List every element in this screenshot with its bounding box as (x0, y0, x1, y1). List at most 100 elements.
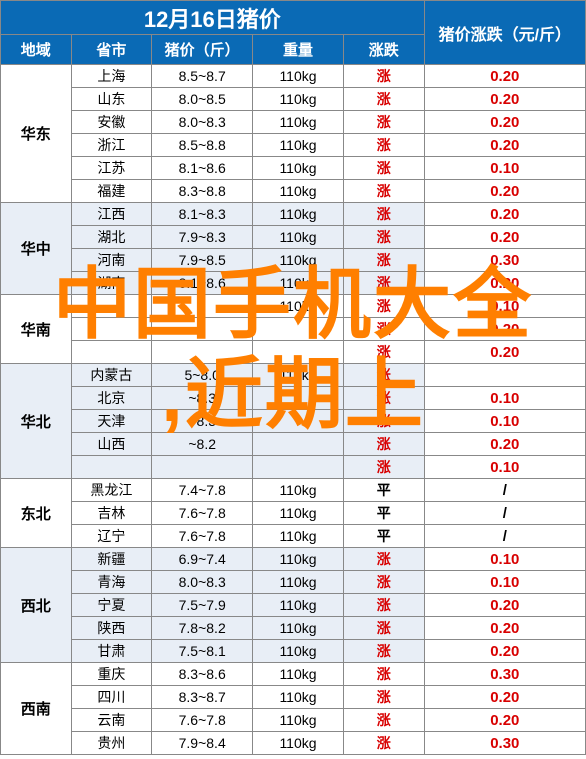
table-row: 涨0.10 (1, 456, 586, 479)
region-cell: 西南 (1, 663, 72, 755)
header-weight: 重量 (253, 35, 344, 65)
trend-cell: 涨 (343, 663, 424, 686)
province-cell (71, 456, 152, 479)
price-cell: 8.3~8.6 (152, 663, 253, 686)
trend-cell: 涨 (343, 709, 424, 732)
price-cell: 8.3~8.7 (152, 686, 253, 709)
header-price: 猪价（斤） (152, 35, 253, 65)
table-row: 涨0.20 (1, 318, 586, 341)
table-row: 东北黑龙江7.4~7.8110kg平/ (1, 479, 586, 502)
table-row: 湖北7.9~8.3110kg涨0.20 (1, 226, 586, 249)
table-row: 浙江8.5~8.8110kg涨0.20 (1, 134, 586, 157)
table-row: 河南7.9~8.5110kg涨0.30 (1, 249, 586, 272)
trend-cell: 涨 (343, 433, 424, 456)
change-cell: 0.20 (424, 180, 585, 203)
price-cell: 8.5~8.8 (152, 134, 253, 157)
weight-cell: 110kg (253, 134, 344, 157)
price-cell: 7.5~7.9 (152, 594, 253, 617)
table-row: 湖南8.1~8.6110kg涨0.20 (1, 272, 586, 295)
trend-cell: 涨 (343, 318, 424, 341)
price-cell: 8.0~8.3 (152, 111, 253, 134)
trend-cell: 涨 (343, 364, 424, 387)
change-cell: / (424, 525, 585, 548)
change-cell: 0.20 (424, 640, 585, 663)
province-cell: 河南 (71, 249, 152, 272)
trend-cell: 涨 (343, 571, 424, 594)
trend-cell: 涨 (343, 111, 424, 134)
header-province: 省市 (71, 35, 152, 65)
price-cell: ~8.3 (152, 410, 253, 433)
change-cell: / (424, 502, 585, 525)
weight-cell: 110kg (253, 709, 344, 732)
trend-cell: 涨 (343, 88, 424, 111)
trend-cell: 平 (343, 525, 424, 548)
province-cell (71, 341, 152, 364)
region-cell: 东北 (1, 479, 72, 548)
table-row: 华中江西8.1~8.3110kg涨0.20 (1, 203, 586, 226)
region-cell: 华北 (1, 364, 72, 479)
change-cell: 0.20 (424, 709, 585, 732)
weight-cell (253, 341, 344, 364)
price-cell: 8.5~8.7 (152, 65, 253, 88)
table-row: 华北内蒙古5~8.0110kg涨 (1, 364, 586, 387)
table-row: 西北新疆6.9~7.4110kg涨0.10 (1, 548, 586, 571)
trend-cell: 涨 (343, 686, 424, 709)
weight-cell (253, 387, 344, 410)
weight-cell: 110kg (253, 686, 344, 709)
price-cell: 5~8.0 (152, 364, 253, 387)
price-cell: 8.3~8.8 (152, 180, 253, 203)
province-cell: 四川 (71, 686, 152, 709)
province-cell: 辽宁 (71, 525, 152, 548)
table-row: 华东上海8.5~8.7110kg涨0.20 (1, 65, 586, 88)
pork-price-table: 12月16日猪价 猪价涨跌（元/斤） 地域 省市 猪价（斤） 重量 涨跌 华东上… (0, 0, 586, 755)
price-cell: 7.8~8.2 (152, 617, 253, 640)
weight-cell: 110kg (253, 272, 344, 295)
trend-cell: 涨 (343, 594, 424, 617)
trend-cell: 涨 (343, 456, 424, 479)
change-cell: 0.20 (424, 686, 585, 709)
price-cell: 8.0~8.5 (152, 88, 253, 111)
price-cell: 7.9~8.3 (152, 226, 253, 249)
header-trend: 涨跌 (343, 35, 424, 65)
price-cell: 8.0~8.3 (152, 571, 253, 594)
weight-cell: 110kg (253, 594, 344, 617)
region-cell: 华东 (1, 65, 72, 203)
price-cell: 7.6~7.8 (152, 709, 253, 732)
province-cell: 安徽 (71, 111, 152, 134)
trend-cell: 涨 (343, 180, 424, 203)
change-cell: 0.10 (424, 295, 585, 318)
weight-cell: 110kg (253, 295, 344, 318)
price-cell: 7.5~8.1 (152, 640, 253, 663)
weight-cell: 110kg (253, 65, 344, 88)
province-cell: 贵州 (71, 732, 152, 755)
price-cell: 8.1~8.3 (152, 203, 253, 226)
weight-cell: 110kg (253, 249, 344, 272)
price-cell: 7.9~8.4 (152, 732, 253, 755)
change-cell: 0.20 (424, 318, 585, 341)
weight-cell: 110kg (253, 479, 344, 502)
change-cell (424, 364, 585, 387)
weight-cell: 110kg (253, 157, 344, 180)
header-region: 地域 (1, 35, 72, 65)
table-row: 宁夏7.5~7.9110kg涨0.20 (1, 594, 586, 617)
weight-cell (253, 410, 344, 433)
change-cell: 0.20 (424, 203, 585, 226)
weight-cell (253, 318, 344, 341)
province-cell: 吉林 (71, 502, 152, 525)
table-row: 四川8.3~8.7110kg涨0.20 (1, 686, 586, 709)
province-cell: 江西 (71, 203, 152, 226)
table-row: 涨0.20 (1, 341, 586, 364)
trend-cell: 平 (343, 502, 424, 525)
weight-cell: 110kg (253, 203, 344, 226)
province-cell: 青海 (71, 571, 152, 594)
header-change: 猪价涨跌（元/斤） (424, 1, 585, 65)
table-row: 山东8.0~8.5110kg涨0.20 (1, 88, 586, 111)
weight-cell: 110kg (253, 180, 344, 203)
price-cell: 7.6~7.8 (152, 525, 253, 548)
province-cell: 新疆 (71, 548, 152, 571)
region-cell: 华南 (1, 295, 72, 364)
trend-cell: 涨 (343, 617, 424, 640)
price-cell: ~8.2 (152, 433, 253, 456)
trend-cell: 涨 (343, 226, 424, 249)
weight-cell: 110kg (253, 111, 344, 134)
